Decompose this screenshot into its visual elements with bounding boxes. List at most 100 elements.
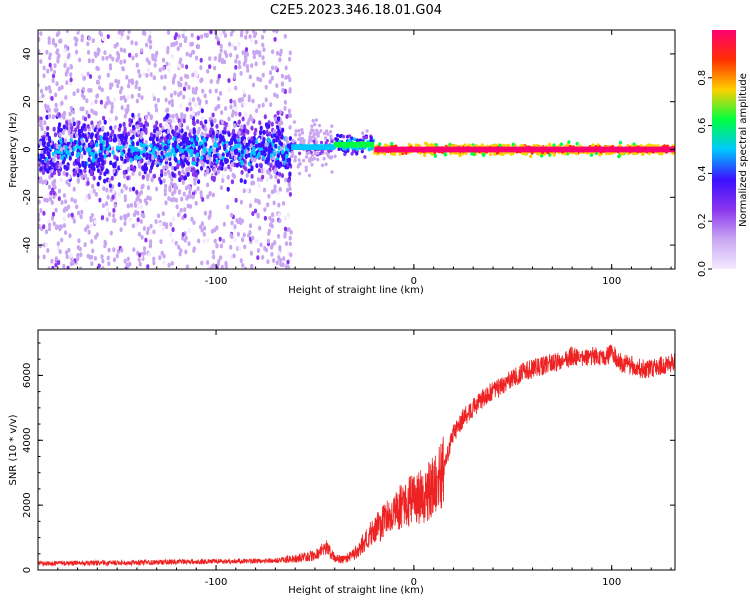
heatmap-cell xyxy=(275,260,279,265)
heatmap-cell xyxy=(273,37,277,42)
heatmap-cell xyxy=(38,37,41,42)
heatmap-cell xyxy=(51,78,55,83)
heatmap-cell xyxy=(51,114,56,120)
heatmap-cell xyxy=(552,143,556,147)
heatmap-cell xyxy=(147,160,151,165)
heatmap-cell xyxy=(248,223,253,229)
heatmap-cell xyxy=(73,198,77,204)
heatmap-cell xyxy=(127,30,131,34)
heatmap-cell xyxy=(137,113,141,118)
heatmap-cell xyxy=(227,78,231,83)
heatmap-cell xyxy=(91,184,95,189)
heatmap-cell xyxy=(211,192,215,198)
heatmap-cell xyxy=(57,260,61,265)
heatmap-cell xyxy=(51,162,55,167)
heatmap-cell xyxy=(137,86,141,92)
heatmap-cell xyxy=(108,178,112,184)
heatmap-cell xyxy=(183,213,187,219)
heatmap-cell xyxy=(328,155,332,159)
heatmap-cell xyxy=(144,166,149,172)
heatmap-cell xyxy=(142,226,146,231)
heatmap-cell xyxy=(202,238,206,244)
heatmap-cell xyxy=(310,162,314,167)
heatmap-cell xyxy=(122,121,126,127)
heatmap-cell xyxy=(169,197,173,203)
heatmap-cell xyxy=(39,208,43,213)
heatmap-cell xyxy=(280,120,284,126)
heatmap-cell xyxy=(283,106,287,111)
heatmap-cell xyxy=(221,57,225,63)
heatmap-cell xyxy=(280,134,284,140)
heatmap-cell xyxy=(190,216,194,222)
heatmap-cell xyxy=(302,158,306,163)
heatmap-cell xyxy=(185,167,189,173)
heatmap-cell xyxy=(148,39,153,45)
heatmap-cell xyxy=(136,141,140,147)
heatmap-cell xyxy=(660,151,664,156)
heatmap-cell xyxy=(211,249,215,255)
heatmap-cell xyxy=(95,79,99,85)
heatmap-cell xyxy=(126,175,130,181)
heatmap-cell xyxy=(250,63,254,68)
snr-ytick-label: 0 xyxy=(22,567,33,573)
heatmap-cell xyxy=(171,148,175,154)
heatmap-cell xyxy=(155,50,159,56)
heatmap-cell xyxy=(64,95,68,100)
heatmap-cell xyxy=(194,86,199,92)
heatmap-cell xyxy=(39,153,44,159)
heatmap-cell xyxy=(141,166,146,172)
heatmap-cell xyxy=(110,109,114,114)
heatmap-cell xyxy=(97,263,101,269)
heatmap-cell xyxy=(237,60,241,65)
heatmap-cell xyxy=(140,48,144,53)
heatmap-cell xyxy=(278,51,283,57)
heatmap-cell xyxy=(62,124,66,130)
heatmap-cell xyxy=(187,166,191,172)
heatmap-cell xyxy=(205,33,209,38)
heatmap-cell xyxy=(89,215,93,221)
heatmap-cell xyxy=(252,151,256,156)
heatmap-cell xyxy=(273,188,277,194)
heatmap-cell xyxy=(336,133,340,138)
heatmap-cell xyxy=(268,70,273,76)
heatmap-cell xyxy=(224,157,228,163)
heatmap-cell xyxy=(49,66,53,72)
heatmap-cell xyxy=(99,170,103,176)
heatmap-cell xyxy=(217,96,221,101)
heatmap-cell xyxy=(215,124,219,129)
heatmap-cell xyxy=(274,65,278,71)
heatmap-cell xyxy=(618,140,623,145)
heatmap-cell xyxy=(159,239,163,245)
heatmap-cell xyxy=(263,246,267,251)
heatmap-cell xyxy=(86,180,90,186)
heatmap-cell xyxy=(367,147,371,152)
heatmap-cell xyxy=(95,142,99,148)
heatmap-cell xyxy=(361,131,365,135)
heatmap-cell xyxy=(250,157,254,162)
heatmap-cell xyxy=(170,102,174,108)
heatmap-cell xyxy=(59,138,63,143)
heatmap-cell xyxy=(277,250,281,256)
heatmap-cell xyxy=(47,40,51,45)
heatmap-cell xyxy=(237,245,241,251)
heatmap-cell xyxy=(43,120,47,126)
heatmap-cell xyxy=(267,145,272,151)
heatmap-cell xyxy=(99,138,103,144)
heatmap-cell xyxy=(54,149,58,155)
heatmap-cell xyxy=(81,106,85,112)
heatmap-cell xyxy=(360,149,364,154)
heatmap-cell xyxy=(288,50,292,56)
heatmap-cell xyxy=(191,110,195,115)
heatmap-cell xyxy=(108,63,112,69)
heatmap-cell xyxy=(90,108,94,114)
heatmap-cell xyxy=(273,184,277,190)
heatmap-cell xyxy=(234,149,238,154)
heatmap-cell xyxy=(284,65,288,71)
heatmap-cell xyxy=(127,131,131,137)
heatmap-cell xyxy=(219,255,223,260)
heatmap-cell xyxy=(186,125,190,131)
heatmap-cell xyxy=(62,193,66,198)
heatmap-cell xyxy=(188,101,192,107)
heatmap-cell xyxy=(131,112,135,118)
heatmap-cell xyxy=(151,53,155,59)
